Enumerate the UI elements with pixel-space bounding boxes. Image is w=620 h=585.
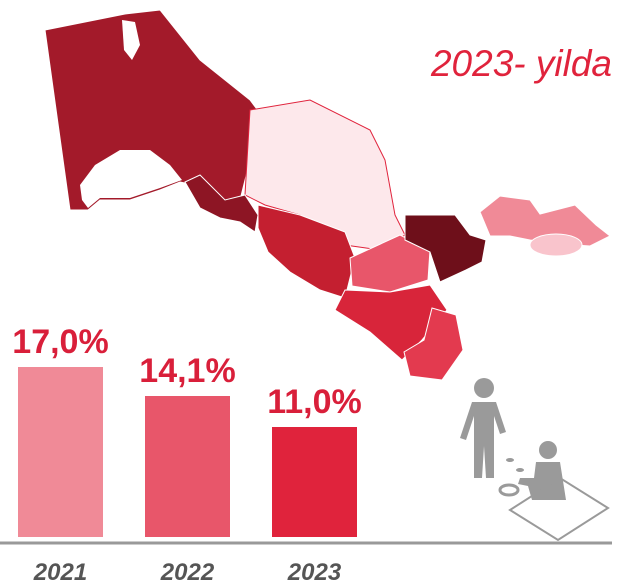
map-region — [479, 195, 611, 247]
bar — [18, 367, 103, 537]
map-lake — [122, 20, 140, 60]
map-region — [403, 307, 464, 381]
people-icon — [460, 378, 610, 542]
map-region — [257, 204, 356, 299]
value-label: 14,1% — [139, 352, 235, 390]
map-region — [404, 214, 487, 283]
chart-title: 2023- yilda — [430, 43, 612, 84]
x-tick-label: 2023 — [287, 559, 342, 585]
map-region — [334, 284, 448, 361]
map-region — [349, 234, 431, 293]
value-label: 17,0% — [12, 323, 108, 361]
map — [44, 9, 611, 381]
bar — [145, 396, 230, 537]
bar — [272, 427, 357, 537]
map-region — [184, 174, 259, 233]
value-label: 11,0% — [267, 383, 362, 421]
x-tick-label: 2022 — [160, 559, 215, 585]
x-tick-label: 2021 — [33, 559, 87, 585]
map-region — [529, 233, 583, 257]
map-lake — [80, 150, 182, 208]
